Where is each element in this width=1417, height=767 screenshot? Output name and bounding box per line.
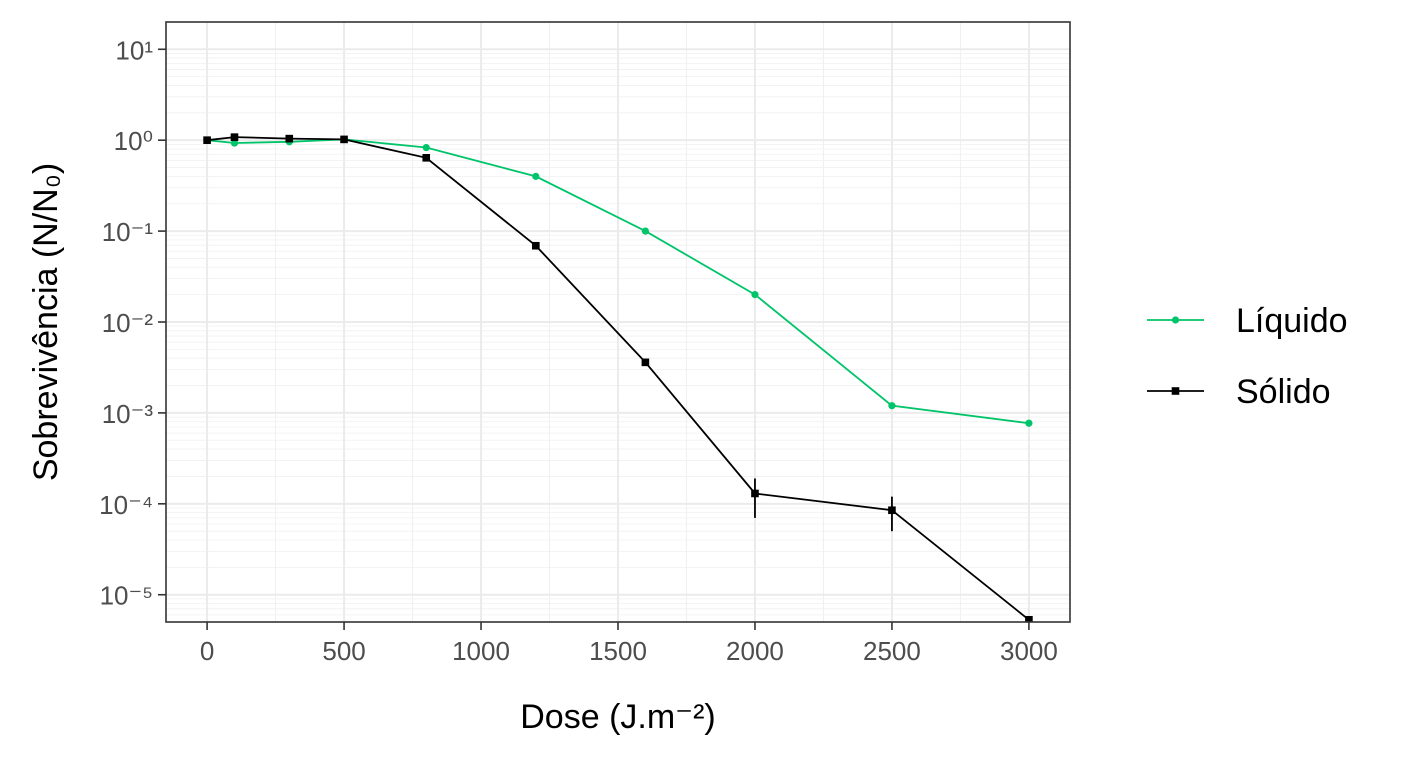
legend-key-marker: [1171, 387, 1180, 395]
x-tick-label: 500: [322, 636, 365, 666]
y-tick-label: 10⁻⁴: [99, 490, 153, 520]
data-point: [285, 134, 294, 143]
legend-label: Líquido: [1236, 302, 1348, 340]
data-point: [751, 291, 759, 299]
y-tick-label: 10⁻³: [102, 399, 154, 429]
y-tick-label: 10⁰: [114, 126, 153, 156]
data-point: [230, 133, 239, 141]
data-point: [1025, 419, 1033, 427]
y-axis-title: Sobrevivência (N/N₀): [27, 163, 65, 481]
y-tick-label: 10⁻¹: [102, 217, 154, 247]
data-point: [230, 139, 239, 147]
data-point: [641, 227, 649, 235]
data-point: [751, 489, 759, 498]
data-point: [1025, 615, 1033, 622]
y-tick-label: 10⁻⁵: [100, 581, 153, 611]
data-point: [532, 241, 540, 250]
x-tick-label: 0: [200, 636, 214, 666]
legend: Líquido Sólido: [1147, 302, 1348, 411]
y-tick-label: 10¹: [115, 35, 153, 65]
x-tick-label: 2500: [863, 636, 921, 666]
legend-item-solido: Sólido: [1147, 373, 1331, 411]
data-point: [422, 143, 430, 152]
y-tick-label: 10⁻²: [102, 308, 154, 338]
legend-label: Sólido: [1236, 373, 1331, 411]
data-point: [340, 135, 348, 144]
x-tick-label: 1000: [452, 636, 510, 666]
series-solido: [203, 133, 1033, 622]
major-grid: [166, 22, 1070, 622]
series-line-liquido: [207, 138, 1030, 425]
x-tick-label: 1500: [589, 636, 647, 666]
x-tick-label: 2000: [726, 636, 784, 666]
data-point: [641, 358, 650, 367]
data-point: [203, 136, 211, 144]
series-layer: [203, 133, 1033, 622]
data-point: [532, 172, 540, 180]
x-axis-title: Dose (J.m⁻²): [520, 698, 716, 736]
data-point: [888, 402, 896, 410]
x-tick-label: 3000: [1000, 636, 1058, 666]
data-point: [422, 154, 431, 162]
axes-layer: 0 500 1000 1500 2000 2500 3000 10¹ 10⁰ 10⁻¹ 10⁻² 10…: [27, 35, 1058, 736]
legend-item-liquido: Líquido: [1147, 302, 1348, 340]
series-line-solido: [206, 136, 1030, 621]
legend-key-marker: [1171, 316, 1180, 324]
data-point: [888, 506, 896, 515]
